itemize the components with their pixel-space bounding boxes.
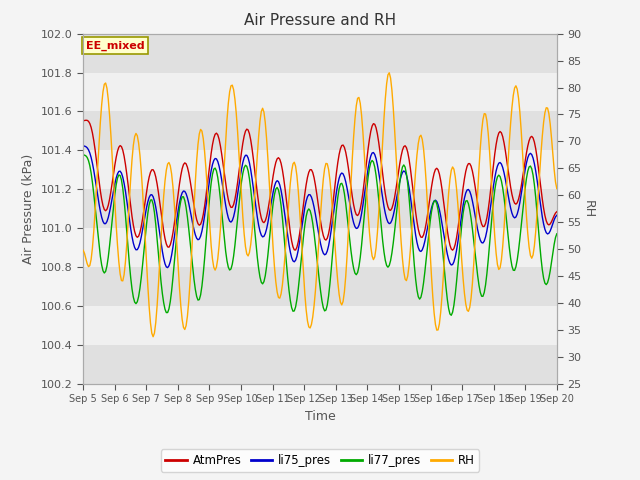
Bar	[83, 345, 557, 384]
Text: EE_mixed: EE_mixed	[86, 41, 144, 51]
Y-axis label: Air Pressure (kPa): Air Pressure (kPa)	[22, 154, 35, 264]
Bar	[83, 189, 557, 228]
X-axis label: Time: Time	[305, 410, 335, 423]
Legend: AtmPres, li75_pres, li77_pres, RH: AtmPres, li75_pres, li77_pres, RH	[161, 449, 479, 472]
Bar	[83, 111, 557, 150]
Title: Air Pressure and RH: Air Pressure and RH	[244, 13, 396, 28]
Bar	[83, 34, 557, 72]
Bar	[83, 267, 557, 306]
Y-axis label: RH: RH	[582, 200, 595, 218]
